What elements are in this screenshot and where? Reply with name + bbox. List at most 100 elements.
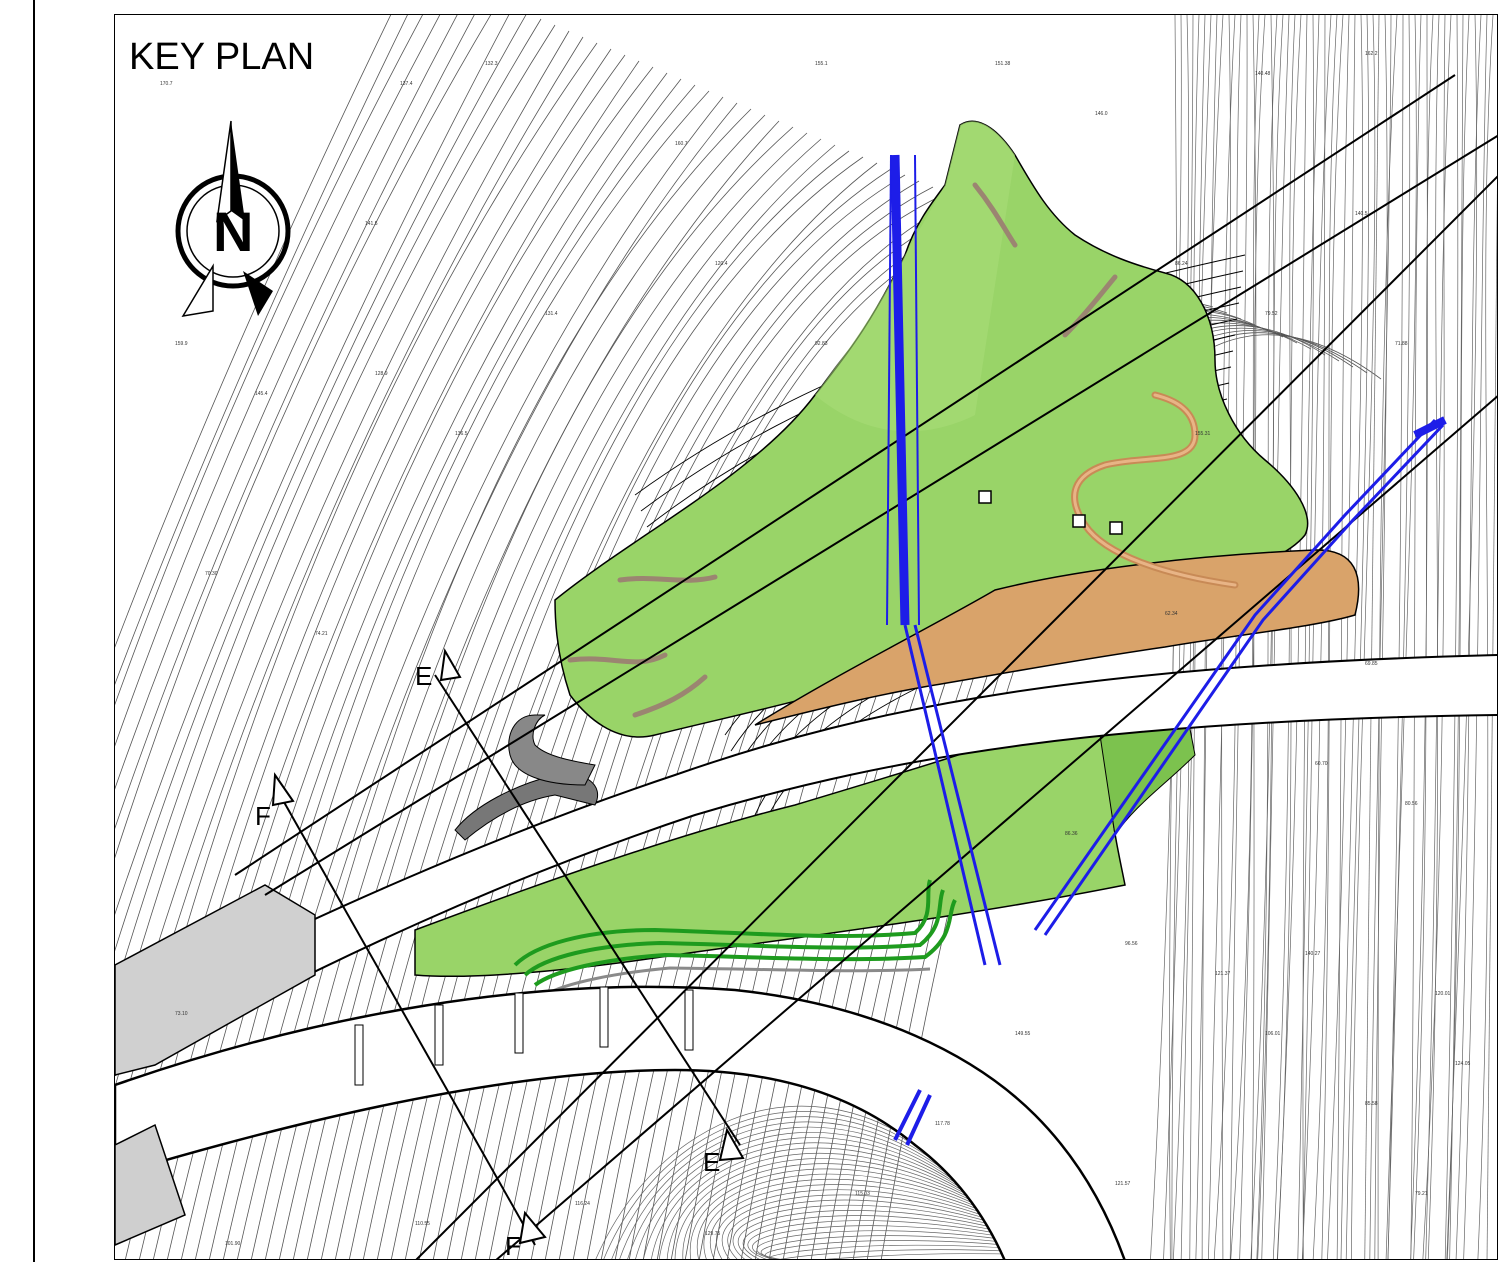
elevation-label: 121.37	[1215, 971, 1231, 977]
highway-band	[115, 654, 1497, 1077]
elevation-label: 162.2	[1365, 51, 1378, 57]
elevation-label: 79.21	[1415, 1191, 1428, 1197]
elevation-label: 137.4	[400, 81, 413, 87]
elevation-label: 146.0	[1095, 111, 1108, 117]
contour-line	[115, 15, 423, 706]
elevation-labels: 170.7137.4128.8132.3141.5160.7155.1151.3…	[160, 51, 1471, 1247]
contour-line	[153, 66, 654, 1259]
elevation-label: 80.56	[1405, 801, 1418, 807]
tunnel-portal-hatch-lower	[115, 1123, 186, 1246]
contour-line	[1387, 15, 1411, 1259]
north-arrow-icon: N	[175, 120, 291, 318]
tunnel-mouth	[454, 773, 598, 841]
elevation-label: 86.36	[1065, 831, 1078, 837]
elevation-label: 71.88	[1395, 341, 1408, 347]
contour-line	[181, 78, 682, 1259]
elevation-label: 86.24	[1175, 261, 1188, 267]
contour-line	[167, 72, 668, 1259]
elevation-label: 140.5	[1355, 211, 1368, 217]
tunnel-arch	[508, 714, 596, 786]
contour-line	[115, 15, 408, 685]
elevation-label: 145.4	[255, 391, 268, 397]
elevation-label: 155.1	[815, 61, 828, 67]
contour-line	[115, 15, 510, 915]
contour-line	[1422, 15, 1446, 1259]
elevation-label: 129.75	[705, 1231, 721, 1237]
elevation-label: 124.05	[1455, 1061, 1471, 1067]
contour-line	[1413, 15, 1434, 1259]
elevation-label: 128.9	[375, 371, 388, 377]
contour-line	[115, 15, 527, 952]
contour-line	[1385, 15, 1417, 1259]
sheet-border-left	[33, 0, 35, 1262]
contour-line	[1301, 15, 1326, 1259]
contour-line	[223, 96, 724, 1259]
elevation-label: 140.27	[1305, 951, 1321, 957]
elevation-label: 170.7	[160, 81, 173, 87]
contour-line	[115, 18, 542, 993]
contour-line	[1345, 15, 1370, 1259]
contour-line	[1387, 15, 1404, 1259]
elevation-label: 73.10	[175, 1011, 188, 1017]
contour-line	[1463, 15, 1488, 1259]
elevation-label: 132.3	[485, 61, 498, 67]
contour-line	[115, 15, 475, 829]
elevation-label: 151.38	[995, 61, 1011, 67]
contour-line	[1336, 15, 1350, 1259]
brown-path-segments	[567, 182, 1118, 718]
section-e-label-north: E	[415, 661, 432, 691]
elevation-label: 131.4	[545, 311, 558, 317]
section-lines	[279, 674, 741, 1246]
elevation-label: 110.55	[415, 1221, 430, 1227]
contour-line	[1377, 15, 1398, 1259]
contour-line	[1446, 15, 1478, 1259]
section-f-label-north: F	[255, 801, 271, 831]
contour-line	[1276, 15, 1308, 1259]
contour-line	[115, 15, 458, 790]
elevation-label: 106.01	[1265, 1031, 1281, 1037]
elevation-label: 159.9	[175, 341, 188, 347]
tunnel-portal-hatch	[115, 884, 316, 1076]
section-e-label-south: E	[703, 1147, 720, 1177]
contour-line	[1312, 15, 1338, 1259]
elevation-label: 120.4	[715, 261, 728, 267]
elevation-label: 60.70	[1315, 761, 1328, 767]
contour-line	[1327, 15, 1356, 1259]
contour-line	[1256, 15, 1278, 1259]
contour-line	[1369, 15, 1392, 1259]
map-title: KEY PLAN	[125, 37, 319, 77]
contour-line	[1374, 15, 1388, 1259]
section-f-label-south: F	[505, 1231, 521, 1260]
elevation-label: 141.5	[365, 221, 378, 227]
elevation-label: 79.52	[1265, 311, 1278, 317]
elevation-label: 140.48	[1255, 71, 1271, 77]
elevation-label: 101.90	[225, 1241, 241, 1247]
contour-line	[209, 90, 710, 1259]
contour-line	[1302, 15, 1320, 1259]
south-terraces	[513, 879, 957, 997]
elevation-label: 136.5	[455, 431, 468, 437]
contour-line	[1297, 15, 1314, 1259]
access-path-hairpin-inner	[1073, 393, 1237, 587]
contour-line	[1277, 15, 1296, 1259]
elevation-label: 62.34	[1165, 611, 1178, 617]
elevation-label: 116.24	[575, 1201, 590, 1207]
contour-line	[1410, 15, 1428, 1259]
contour-line	[1302, 15, 1332, 1259]
platform-area	[754, 549, 1360, 726]
contour-line	[195, 84, 696, 1259]
elevation-label: 85.58	[1365, 1101, 1378, 1107]
contour-line	[1410, 15, 1422, 1259]
contour-line	[115, 15, 392, 648]
section-arrows	[271, 647, 745, 1245]
map-canvas: E E F F 170.7137.4128.8132.3141.5160.715…	[115, 15, 1497, 1260]
contour-line	[1455, 15, 1482, 1259]
contour-line	[1340, 15, 1363, 1259]
contour-line	[115, 15, 441, 747]
elevation-label: 160.7	[675, 141, 688, 147]
terrain-fill-north-upper	[815, 121, 1015, 432]
contour-line	[115, 24, 556, 1038]
contour-line	[1486, 103, 1497, 1259]
elevation-label: 155.31	[1195, 431, 1211, 437]
elevation-label: 74.21	[315, 631, 328, 637]
